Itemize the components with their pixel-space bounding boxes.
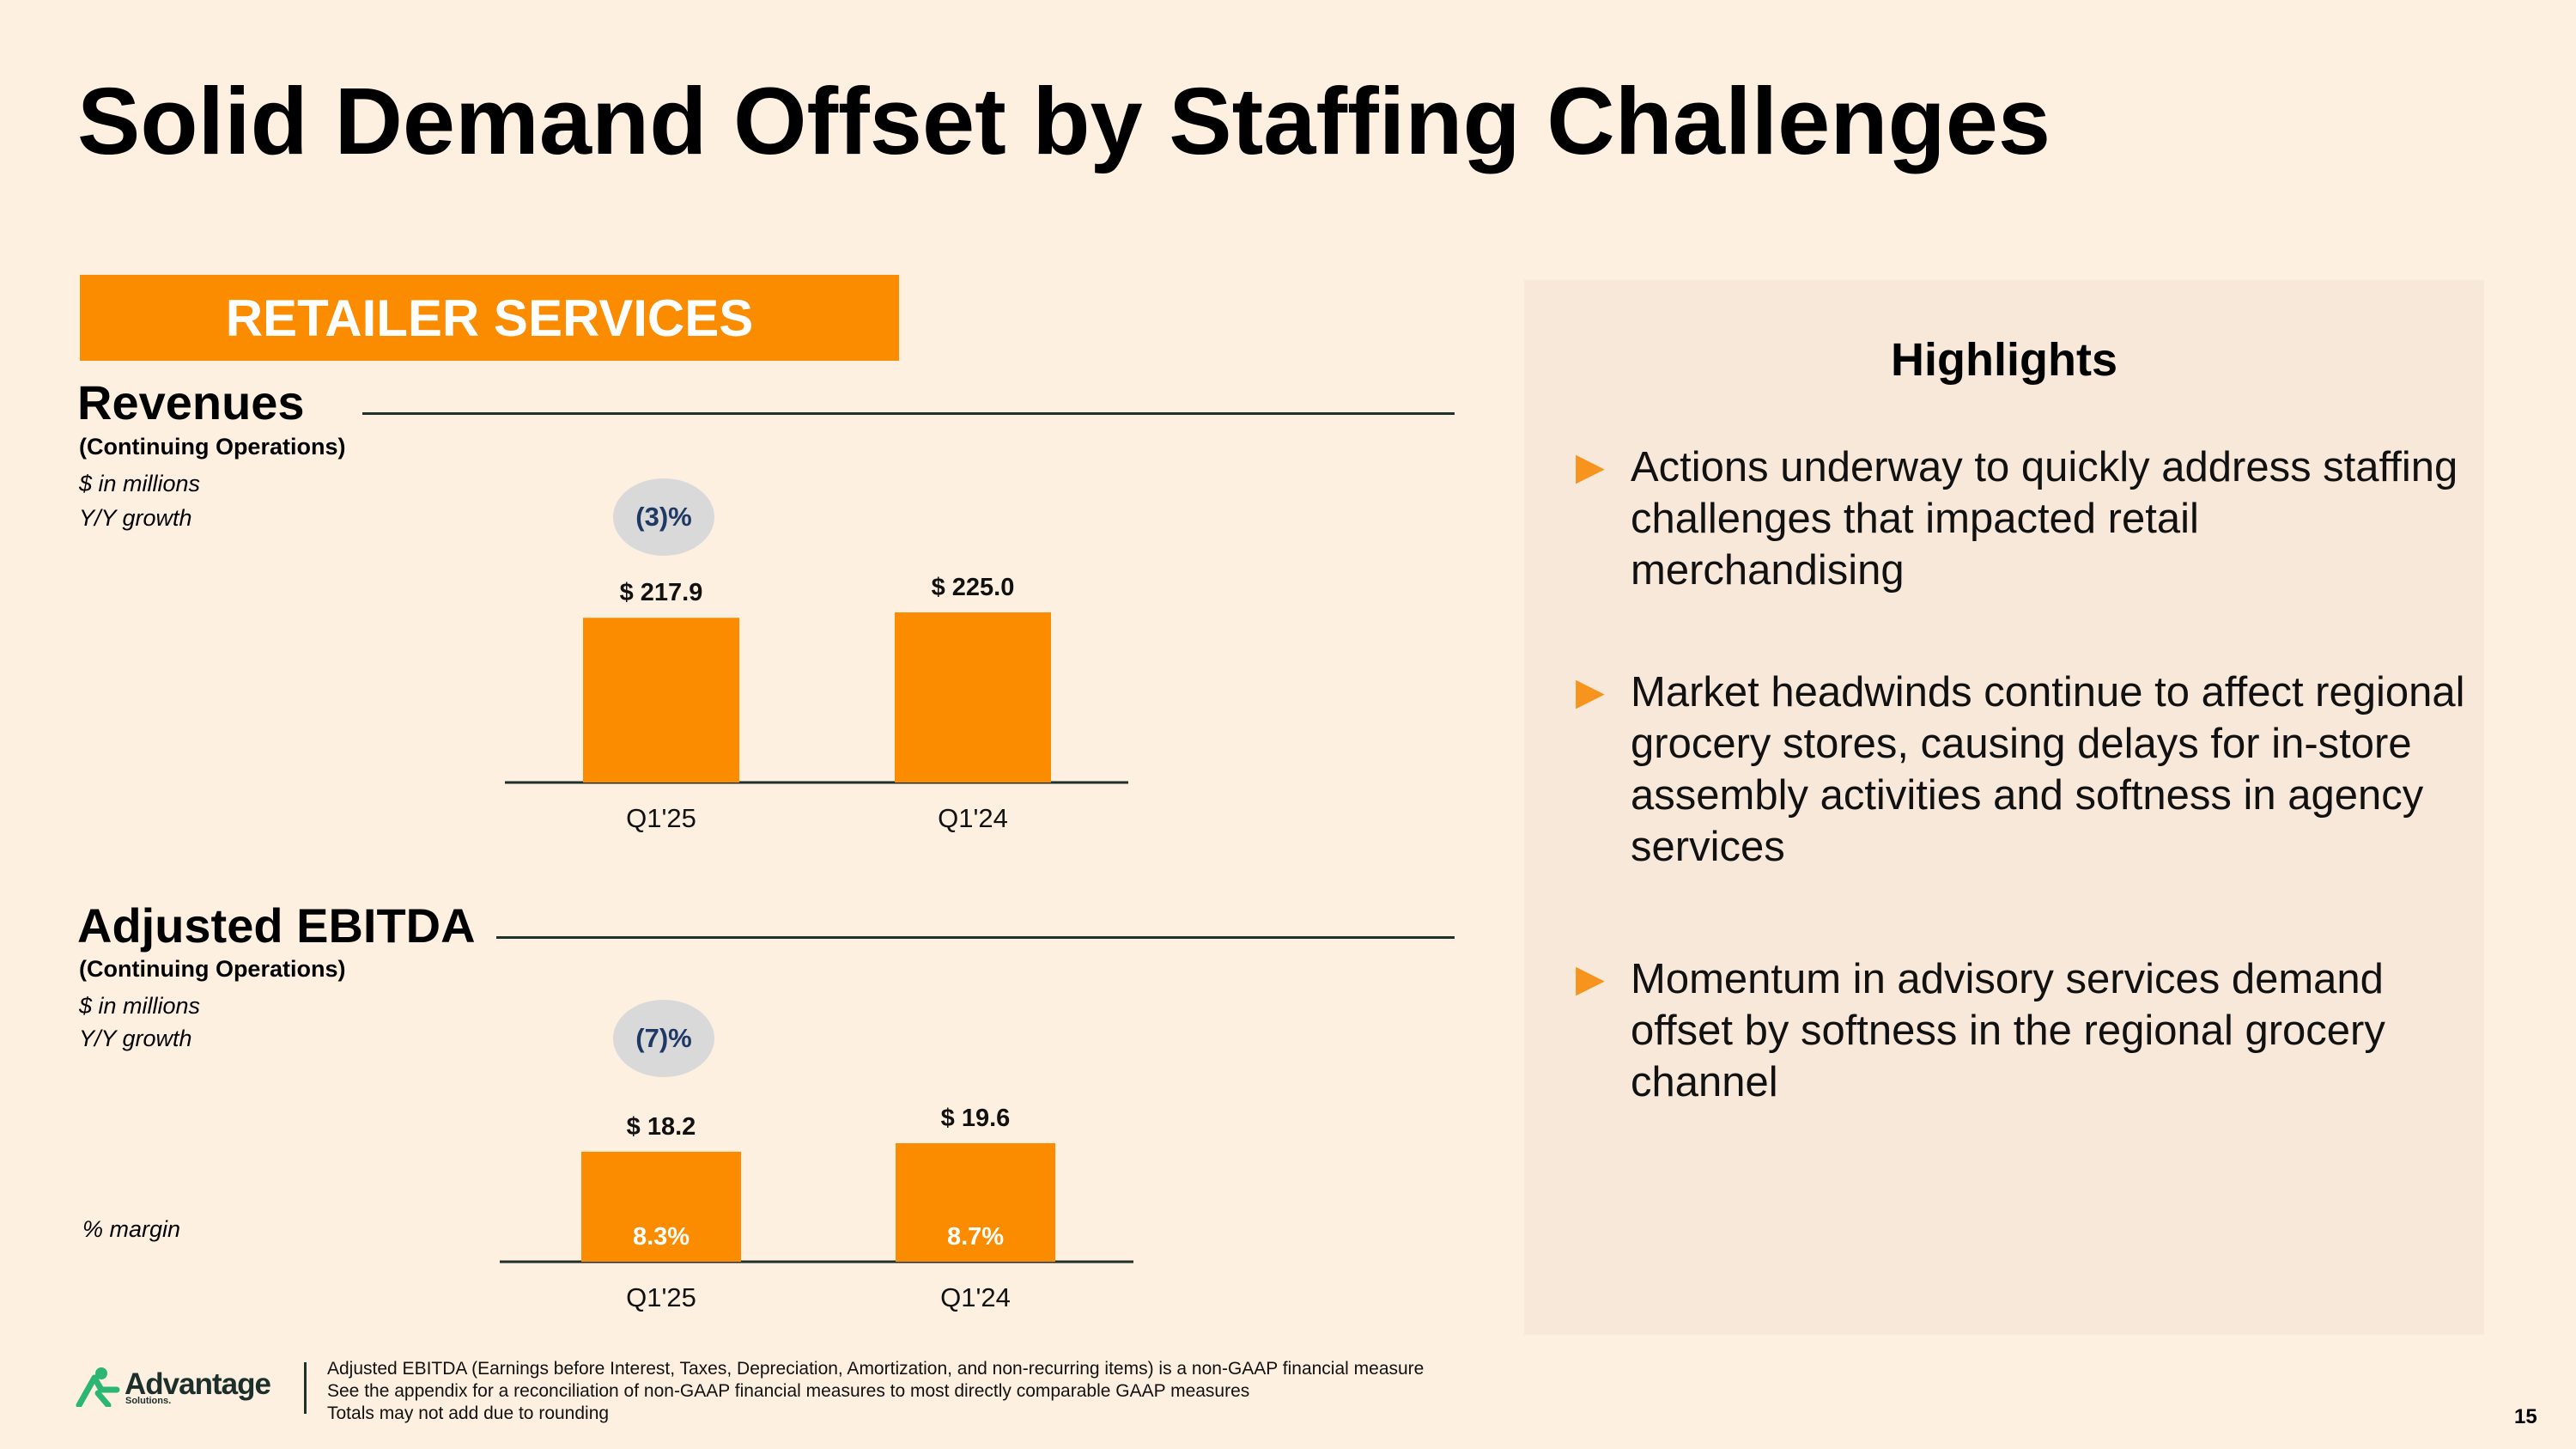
bar — [896, 1143, 1055, 1262]
highlight-text: Actions underway to quickly address staf… — [1631, 444, 2458, 594]
highlight-bullet: ▶ Market headwinds continue to affect re… — [1576, 667, 2469, 873]
ebitda-chart: $ 18.2 Q1'25 8.3% $ 19.6 Q1'24 8.7% — [500, 1105, 1133, 1312]
ebitda-subtitle: (Continuing Operations) — [79, 956, 346, 982]
revenues-divider — [362, 412, 1455, 415]
x-tick-label: Q1'25 — [626, 803, 696, 833]
highlight-text: Market headwinds continue to affect regi… — [1631, 669, 2465, 870]
footnote: Totals may not add due to rounding — [327, 1403, 610, 1423]
margin-label: 8.7% — [947, 1223, 1004, 1251]
footer-divider — [304, 1362, 307, 1414]
data-label: $ 19.6 — [941, 1105, 1011, 1132]
footnote: See the appendix for a reconciliation of… — [327, 1381, 1250, 1401]
ebitda-title: Adjusted EBITDA — [77, 898, 476, 953]
ebitda-growth-note: Y/Y growth — [79, 1026, 192, 1051]
margin-label: 8.3% — [633, 1223, 690, 1251]
arrow-right-icon: ▶ — [1576, 958, 1605, 1000]
x-tick-label: Q1'24 — [940, 1282, 1011, 1312]
highlight-text: Momentum in advisory services demand off… — [1631, 956, 2385, 1105]
highlight-bullet: ▶ Actions underway to quickly address st… — [1576, 441, 2469, 596]
revenues-subtitle: (Continuing Operations) — [79, 434, 346, 460]
page-number: 15 — [2514, 1405, 2537, 1428]
highlights-panel: Highlights ▶ Actions underway to quickly… — [1524, 280, 2484, 1335]
ebitda-units-note: $ in millions — [79, 993, 201, 1019]
bar — [895, 612, 1051, 782]
segment-banner: RETAILER SERVICES — [80, 275, 899, 361]
revenues-growth-note: Y/Y growth — [79, 505, 192, 531]
data-label: $ 225.0 — [932, 574, 1015, 601]
data-label: $ 217.9 — [620, 579, 703, 606]
margin-note: % margin — [82, 1216, 181, 1242]
logo-name: Advantage — [125, 1367, 271, 1401]
advantage-logo-icon — [76, 1367, 120, 1407]
bar — [581, 1151, 741, 1262]
highlight-bullet: ▶ Momentum in advisory services demand o… — [1576, 953, 2469, 1108]
arrow-right-icon: ▶ — [1576, 446, 1605, 488]
ebitda-growth-badge: (7)% — [613, 1000, 714, 1077]
revenues-chart: $ 217.9 Q1'25 $ 225.0 Q1'24 — [505, 574, 1128, 833]
slide-title: Solid Demand Offset by Staffing Challeng… — [77, 69, 2051, 174]
revenues-title: Revenues — [77, 375, 305, 429]
x-tick-label: Q1'25 — [626, 1282, 696, 1312]
footnote: Adjusted EBITDA (Earnings before Interes… — [327, 1359, 1425, 1379]
data-label: $ 18.2 — [627, 1113, 696, 1141]
revenues-units-note: $ in millions — [79, 471, 201, 496]
highlights-title: Highlights — [1891, 334, 2117, 386]
arrow-right-icon: ▶ — [1576, 671, 1605, 713]
logo-subname: Solutions. — [125, 1396, 172, 1406]
bar — [583, 618, 739, 782]
revenues-growth-badge: (3)% — [613, 478, 714, 556]
x-tick-label: Q1'24 — [938, 803, 1008, 833]
ebitda-divider — [496, 936, 1455, 939]
